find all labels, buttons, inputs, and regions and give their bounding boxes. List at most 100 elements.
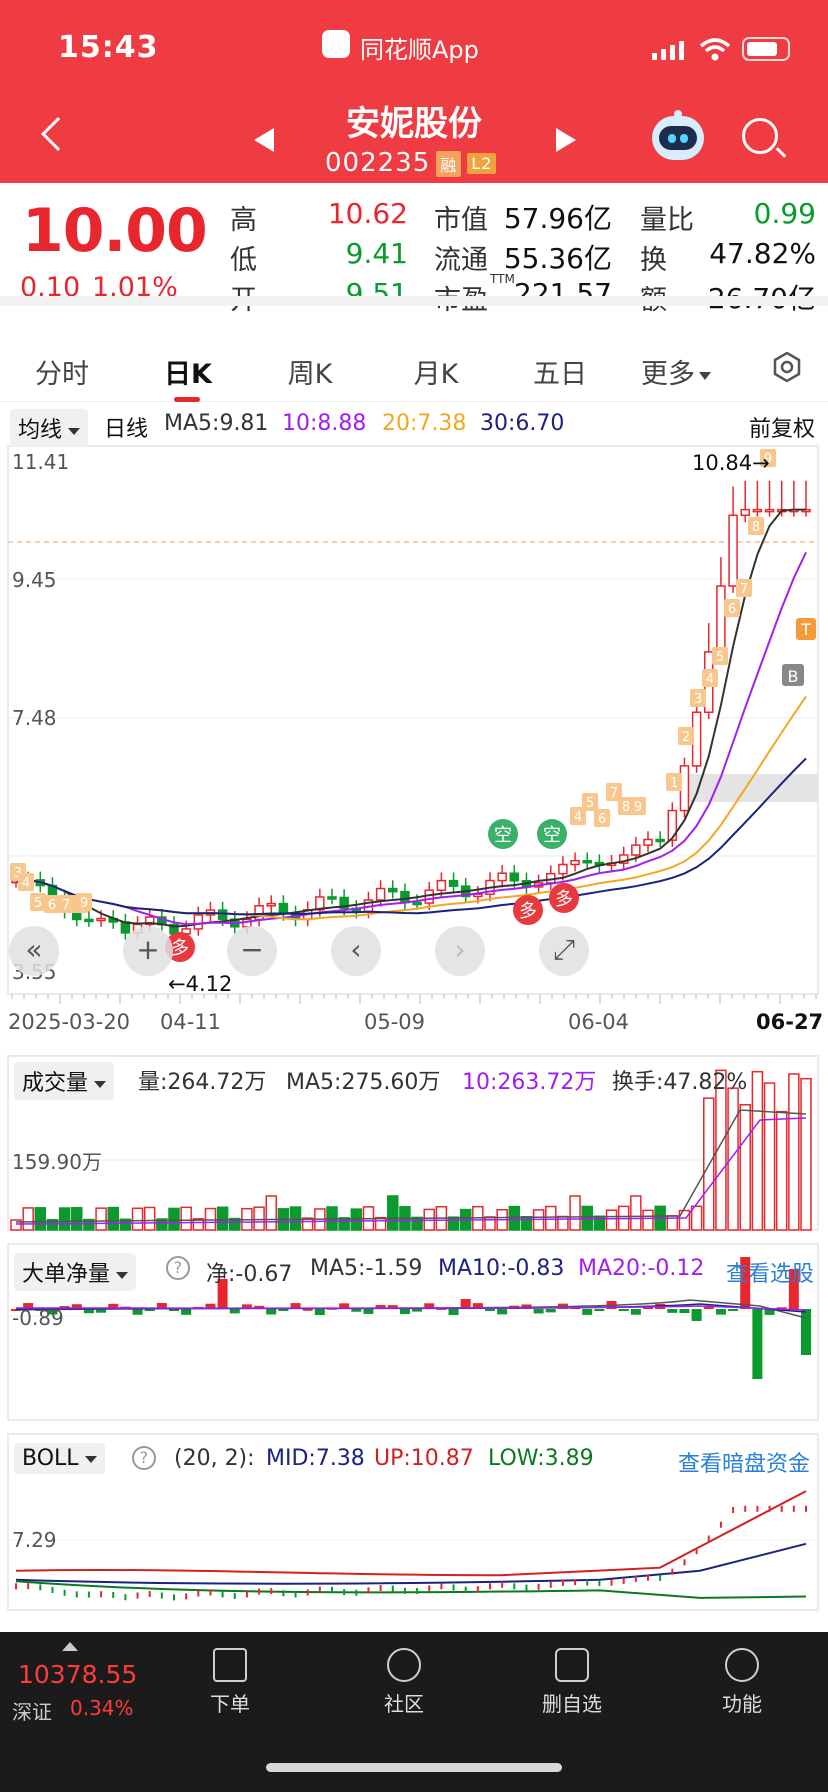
remove-watchlist-button[interactable]: 删自选 [532,1648,612,1717]
tab-five-day[interactable]: 五日 [533,359,587,390]
boll-mid-line [15,1542,807,1585]
tab-monthly-k[interactable]: 月K [413,359,459,390]
adjust-label[interactable]: 前复权 [749,417,816,442]
x-label-1: 04-11 [160,1010,222,1034]
boll-select[interactable]: BOLL [14,1443,105,1474]
bigorder-bar [47,1309,58,1315]
scroll-right-button[interactable]: › [435,926,485,976]
volume-bar [338,1217,350,1231]
fullscreen-icon[interactable]: ⤢ [539,926,589,976]
candle-body [266,902,276,907]
volume-bar [739,1104,751,1231]
seq-tag [666,773,682,791]
candle-body [643,838,653,846]
volume-select[interactable]: 成交量 [14,1062,115,1100]
ma20-label: 20:7.38 [382,411,467,436]
signal-duo-label: 多 [171,938,189,959]
bigorder-bar [339,1303,350,1309]
volume-bar [751,1070,764,1231]
seq-tag-label: 6 [728,602,736,617]
settings-hexagon-icon[interactable] [772,352,802,382]
tab-daily-k[interactable]: 日K [164,359,212,390]
volume-bar [387,1195,399,1231]
bigorder-bar [691,1309,702,1321]
index-value[interactable]: 10378.55 [18,1660,138,1689]
bigorder-bar [715,1309,726,1315]
zoom-out-button[interactable]: − [227,926,277,976]
volume-bar [58,1207,71,1231]
candle-body [728,514,738,587]
functions-button[interactable]: 功能 [702,1648,782,1717]
functions-label: 功能 [722,1692,762,1716]
candle-body [412,901,422,906]
stock-name: 安妮股份 [346,104,482,144]
seq-tag [630,797,646,815]
bigorder-bar [412,1309,423,1312]
volume-bar [34,1207,47,1231]
bigorder-select[interactable]: 大单净量 [14,1253,137,1291]
zoom-in-button[interactable]: + [123,926,173,976]
tab-more-label: 更多 [641,359,695,390]
app-logo-icon [322,30,350,58]
seq-tag-label: 6 [48,898,56,913]
volume-bar [630,1195,642,1231]
candle-body [716,585,726,653]
boll-params: (20, 2): [174,1446,255,1471]
seq-tag-label: 4 [22,876,30,891]
candle-body [558,863,568,875]
last-price: 10.00 [22,196,208,266]
scroll-left-button[interactable]: ‹ [331,926,381,976]
value-high: 10.62 [327,197,408,230]
seq-tag [570,807,586,825]
bigorder-link[interactable]: 查看选股 [726,1262,815,1287]
candle-body [655,838,665,843]
order-button[interactable]: 下单 [190,1648,270,1717]
candle-body [84,918,94,923]
seq-tag-label: 6 [598,812,606,827]
divider [0,296,828,306]
remove-watchlist-label: 删自选 [542,1692,602,1716]
community-label: 社区 [384,1692,424,1716]
bigorder-bar [764,1309,775,1315]
seq-tag-label: 5 [716,650,724,665]
seq-tag-label: 8 [752,520,760,535]
bigorder-bar [460,1299,471,1309]
help-icon[interactable]: ? [166,1256,190,1280]
seq-tag [724,599,740,617]
bigorder-bar [314,1309,325,1315]
next-stock-icon[interactable] [556,128,576,152]
help-icon[interactable]: ? [132,1446,156,1470]
tab-intraday[interactable]: 分时 [35,359,89,390]
signal-buy [782,664,804,686]
remove-watchlist-icon [555,1648,589,1682]
tab-more[interactable]: 更多 [641,352,711,391]
candle-body [375,887,386,901]
bigorder-net: 净:-0.67 [206,1262,293,1287]
indicator-select[interactable]: 均线 [10,409,89,447]
volume-bar [301,1217,314,1231]
bigorder-bar [399,1309,410,1315]
seq-tag-label: 9 [634,800,642,815]
boll-mid: MID:7.38 [266,1446,365,1471]
bigorder-bar [23,1303,34,1309]
prev-stock-icon[interactable] [254,128,274,152]
value-float: 55.36亿 [503,242,612,275]
robot-assistant-icon[interactable] [652,110,704,160]
bigorder-bar [108,1303,119,1309]
expand-up-icon[interactable] [62,1642,78,1651]
volume-bar [715,1069,727,1231]
candle-body [278,902,289,915]
bigorder-bar [472,1303,483,1309]
ma30-label: 30:6.70 [480,411,565,436]
bigorder-bar [667,1309,678,1313]
boll-link[interactable]: 查看暗盘资金 [678,1452,811,1477]
community-button[interactable]: 社区 [364,1648,444,1717]
seq-tag [30,893,46,911]
search-icon[interactable] [742,118,778,154]
tab-weekly-k[interactable]: 周K [287,359,333,390]
seq-tag [76,893,92,911]
boll-up-line [15,1490,807,1577]
menu-icon [725,1648,759,1682]
scroll-left-fast-button[interactable]: « [9,926,59,976]
candle-body [752,508,763,513]
